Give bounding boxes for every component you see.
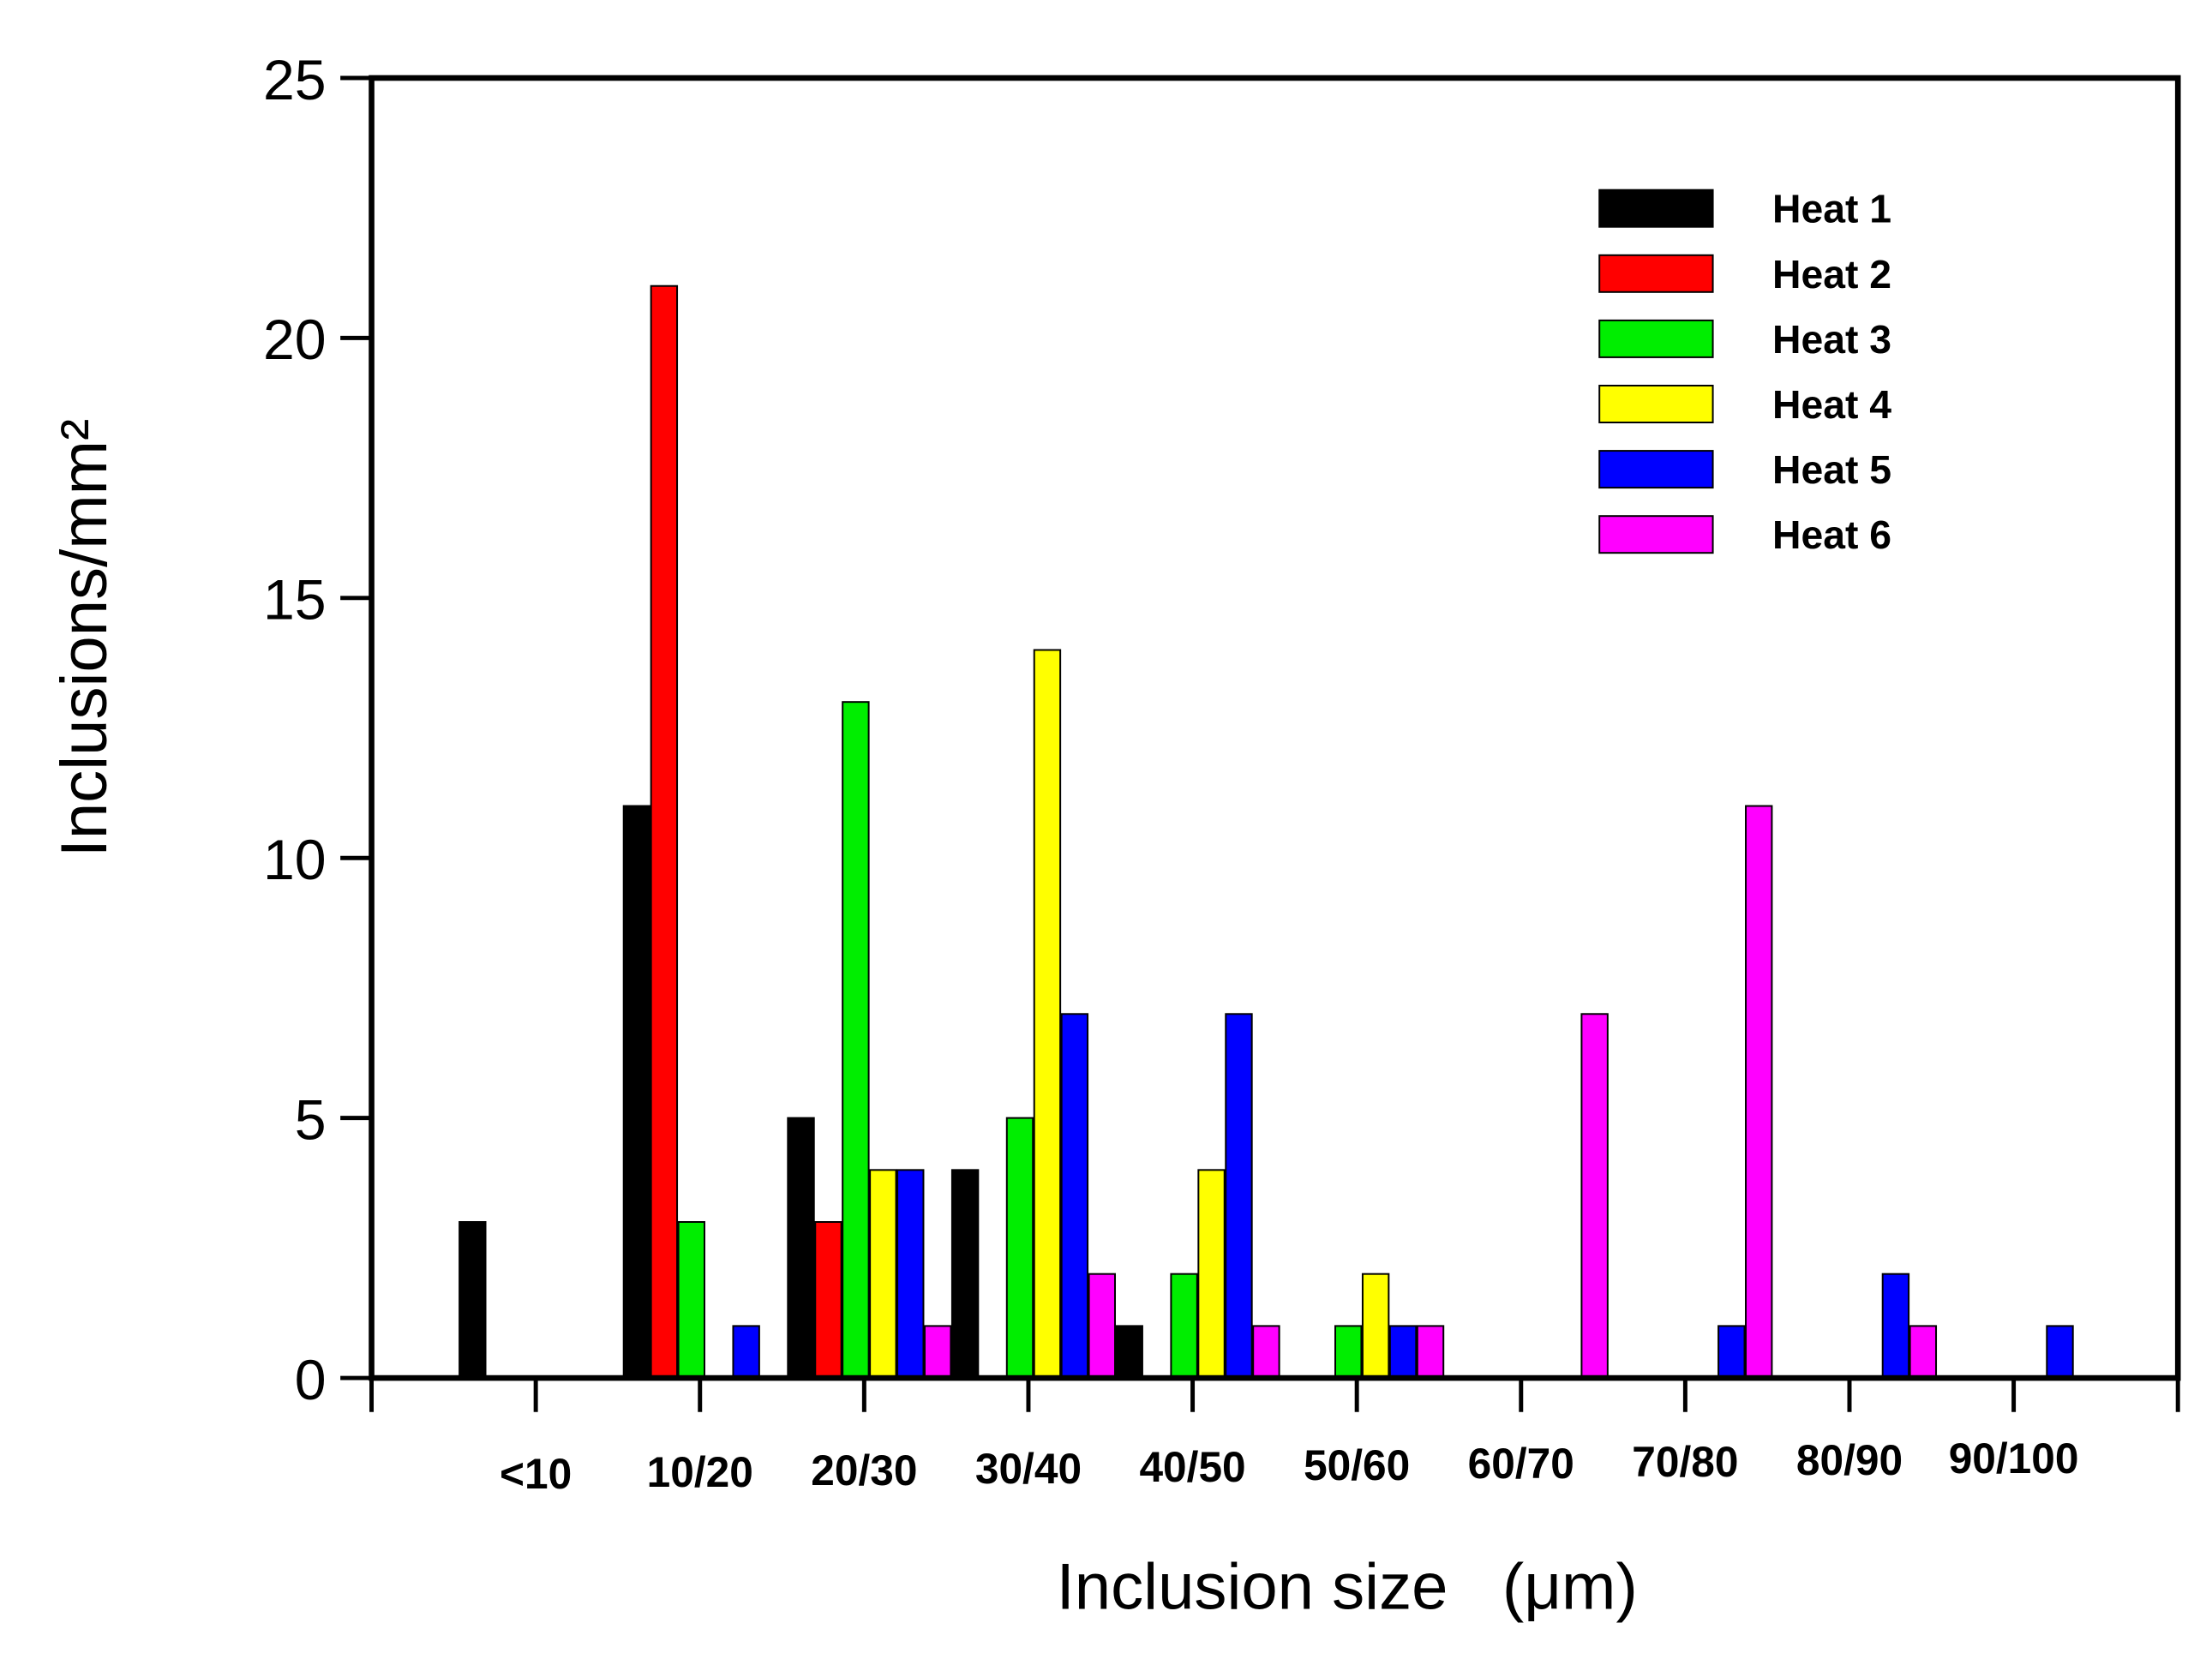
bar-heat-3-1 [677, 1221, 705, 1380]
legend-swatch [1598, 384, 1714, 423]
legend-label: Heat 3 [1772, 317, 1891, 362]
y-tick-label: 0 [295, 1349, 327, 1412]
legend-label: Heat 5 [1772, 447, 1891, 492]
bar-heat-5-5 [1388, 1325, 1418, 1380]
bar-heat-5-7 [1717, 1325, 1746, 1380]
plot-frame [369, 75, 2181, 1381]
bar-heat-4-2 [869, 1169, 897, 1380]
bar-heat-5-1 [732, 1325, 760, 1380]
x-axis-label: Inclusion size (μm) [1057, 1551, 1638, 1624]
x-tick-label: 10/20 [647, 1448, 753, 1496]
legend-swatch [1598, 450, 1714, 489]
y-tick-label: 10 [263, 829, 327, 892]
legend-swatch [1598, 515, 1714, 554]
bar-heat-6-3 [1088, 1273, 1117, 1380]
legend-label: Heat 6 [1772, 512, 1891, 557]
bar-heat-6-5 [1416, 1325, 1445, 1380]
legend-swatch [1598, 189, 1714, 228]
bar-heat-2-1 [650, 284, 679, 1380]
bar-heat-6-6 [1580, 1013, 1609, 1380]
x-tick-label: 20/30 [811, 1446, 917, 1494]
bar-heat-5-3 [1060, 1013, 1089, 1380]
bar-heat-3-5 [1334, 1325, 1363, 1380]
x-tick-label: 40/50 [1139, 1443, 1245, 1491]
bar-heat-5-2 [896, 1169, 925, 1380]
legend-swatch [1598, 319, 1714, 358]
bar-heat-1-2 [787, 1117, 815, 1380]
bar-heat-2-2 [814, 1221, 842, 1380]
legend-label: Heat 2 [1772, 252, 1891, 296]
bar-heat-6-8 [1909, 1325, 1938, 1380]
x-tick-label: 30/40 [975, 1445, 1082, 1493]
bar-heat-5-8 [1881, 1273, 1910, 1380]
bar-heat-1-1 [622, 805, 651, 1380]
bar-heat-3-3 [1005, 1117, 1034, 1380]
bar-heat-1-4 [1115, 1325, 1143, 1380]
bars-layer [459, 284, 2074, 1380]
bar-heat-1-3 [950, 1169, 980, 1380]
y-axis-label: Inclusions/mm² [48, 419, 121, 858]
x-tick-label: <10 [500, 1450, 572, 1498]
bar-heat-3-2 [842, 701, 870, 1380]
x-tick-label: 50/60 [1304, 1441, 1410, 1489]
bar-heat-4-3 [1033, 649, 1062, 1380]
y-tick-label: 15 [263, 569, 327, 632]
legend: Heat 1 Heat 2 Heat 3 Heat 4 Heat 5 Heat 6 [1598, 187, 1891, 557]
bar-heat-1-0 [459, 1221, 487, 1380]
x-tick-label: 60/70 [1468, 1440, 1574, 1488]
x-tick-label: 90/100 [1949, 1434, 2079, 1482]
bar-heat-6-2 [923, 1325, 952, 1380]
legend-swatch [1598, 254, 1714, 293]
bar-heat-4-5 [1361, 1273, 1390, 1380]
bar-heat-5-9 [2046, 1325, 2074, 1380]
bar-heat-6-4 [1252, 1325, 1280, 1380]
bar-heat-4-4 [1197, 1169, 1226, 1380]
y-tick-label: 25 [263, 49, 327, 112]
y-tick-label: 5 [295, 1088, 327, 1152]
x-tick-label: 80/90 [1796, 1436, 1903, 1484]
bar-heat-6-7 [1745, 805, 1773, 1380]
x-tick-label: 70/80 [1632, 1438, 1738, 1486]
axes-layer: 0 5 10 15 20 25 <10 10/20 20/30 30/40 40/50 50/60 60… [263, 49, 2181, 1498]
legend-label: Heat 1 [1772, 187, 1891, 231]
legend-label: Heat 4 [1772, 382, 1891, 427]
bar-heat-5-4 [1225, 1013, 1253, 1380]
y-tick-label: 20 [263, 308, 327, 372]
bar-heat-3-4 [1170, 1273, 1198, 1380]
